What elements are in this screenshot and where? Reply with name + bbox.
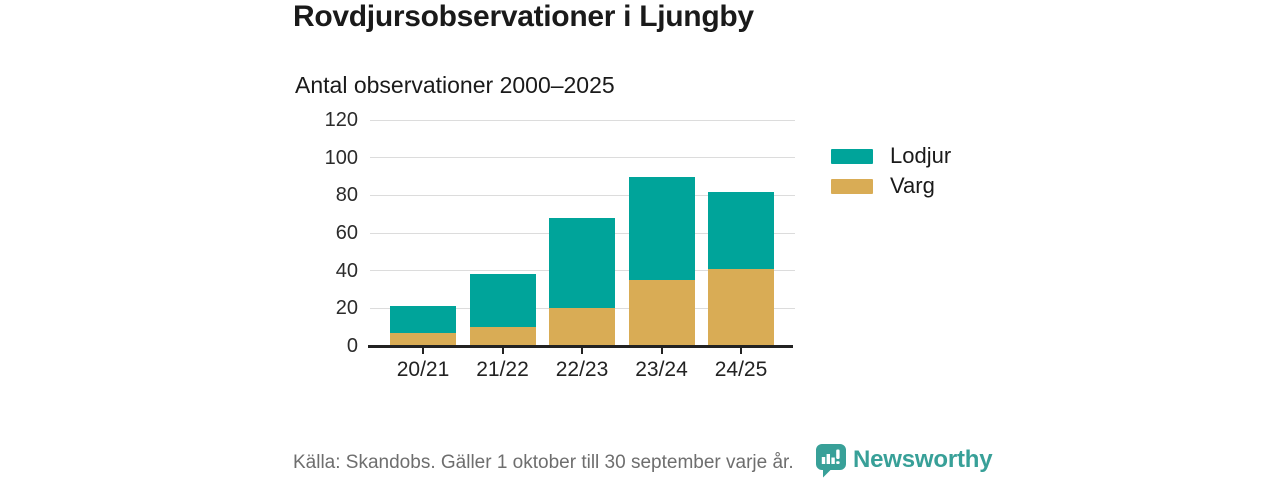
x-tick-label: 21/22 — [476, 358, 529, 381]
gridline — [370, 194, 795, 196]
brand-name: Newsworthy — [853, 446, 993, 473]
plot-area — [368, 119, 795, 348]
gridline — [370, 157, 795, 159]
newsworthy-logo-icon — [816, 444, 846, 478]
x-tick-mark — [422, 347, 424, 354]
newsworthy-brand: Newsworthy — [816, 444, 993, 478]
bar-segment-varg — [708, 268, 774, 346]
bar-segment-varg — [549, 308, 615, 346]
legend-label: Varg — [890, 173, 935, 198]
bar-segment-lodjur — [549, 217, 615, 309]
y-tick-label: 80 — [335, 184, 358, 207]
bar-segment-lodjur — [469, 274, 536, 328]
legend-item-lodjur: Lodjur — [831, 141, 951, 171]
varg-swatch-icon — [831, 178, 873, 194]
x-tick-mark — [660, 347, 663, 354]
x-axis-line — [368, 345, 793, 348]
legend-label: Lodjur — [890, 143, 952, 168]
x-tick-mark — [581, 347, 583, 354]
y-tick-label: 20 — [335, 297, 358, 320]
chart-legend: Lodjur Varg — [831, 141, 951, 201]
lodjur-swatch-icon — [831, 148, 873, 164]
bar-segment-lodjur — [708, 191, 774, 269]
y-tick-label: 0 — [346, 335, 358, 357]
x-tick-mark — [740, 347, 742, 354]
source-note: Källa: Skandobs. Gäller 1 oktober till 3… — [293, 452, 794, 473]
bar-segment-varg — [628, 280, 695, 346]
x-tick-label: 22/23 — [555, 358, 609, 381]
bar-segment-lodjur — [628, 176, 695, 281]
x-tick-label: 20/21 — [396, 358, 450, 381]
bar-segment-varg — [390, 332, 456, 346]
y-tick-label: 60 — [335, 222, 358, 244]
y-tick-label: 100 — [324, 146, 358, 169]
gridline — [370, 119, 795, 121]
x-tick-mark — [501, 347, 504, 354]
y-tick-label: 120 — [324, 109, 358, 131]
bar-segment-lodjur — [390, 306, 456, 333]
x-tick-label: 24/25 — [714, 358, 768, 381]
legend-item-varg: Varg — [831, 171, 951, 201]
y-tick-label: 40 — [335, 259, 358, 282]
chart-subtitle: Antal observationer 2000–2025 — [295, 72, 615, 98]
bar-segment-varg — [469, 327, 536, 346]
x-tick-label: 23/24 — [635, 358, 688, 381]
page-title: Rovdjursobservationer i Ljungby — [293, 0, 754, 33]
